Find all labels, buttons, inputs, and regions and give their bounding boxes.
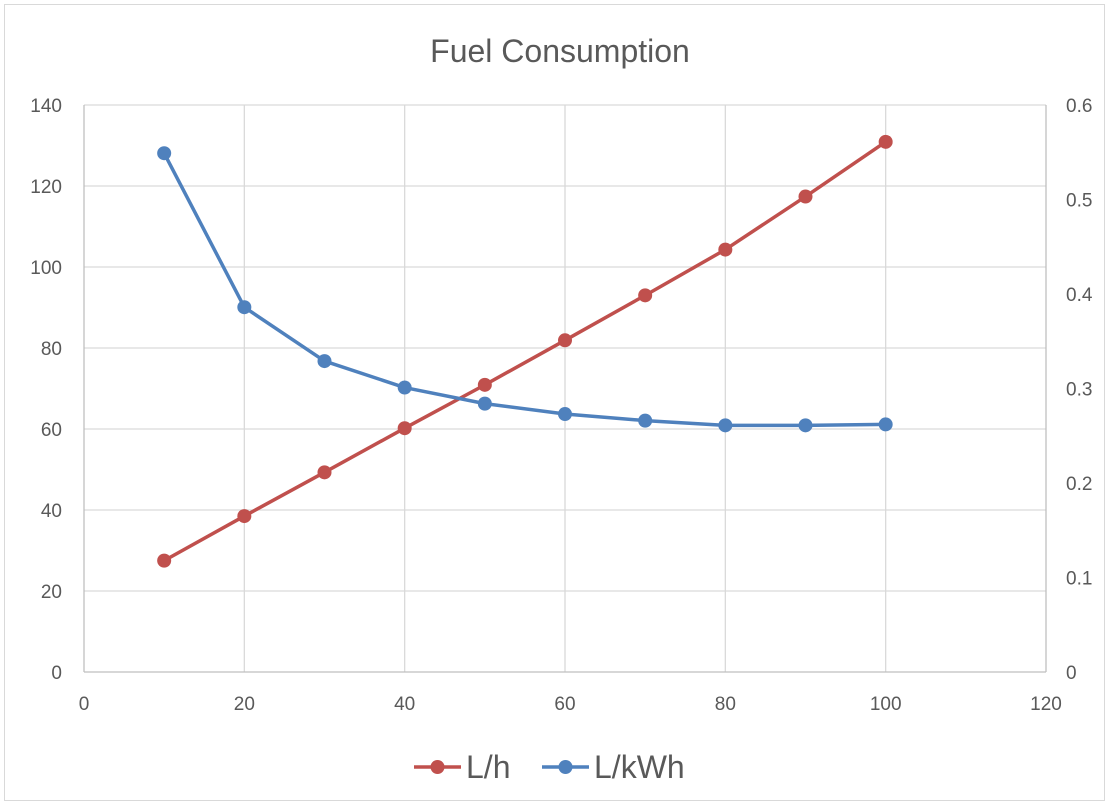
series-point-0 (317, 465, 332, 480)
series-point-0 (558, 333, 572, 348)
y-right-tick-label: 0.4 (1066, 285, 1093, 306)
y-left-tick-label: 20 (41, 582, 62, 603)
y-left-tick-label: 80 (41, 339, 62, 360)
y-left-tick-label: 100 (30, 258, 62, 279)
series-point-1 (798, 418, 813, 433)
y-right-tick-label: 0.1 (1066, 569, 1092, 590)
series-point-0 (397, 421, 412, 436)
series-point-1 (558, 407, 572, 422)
legend-marker-0 (430, 760, 445, 774)
x-tick-label: 120 (1030, 694, 1062, 715)
legend-label-1: L/kWh (594, 749, 685, 785)
series-point-0 (878, 134, 893, 149)
chart-frame (4, 4, 1105, 801)
series-point-0 (157, 553, 172, 568)
y-left-tick-label: 60 (41, 420, 62, 441)
gridlines (84, 104, 1046, 672)
series-layer (157, 134, 893, 568)
chart-title: Fuel Consumption (430, 33, 690, 69)
y-right-tick-label: 0.5 (1066, 191, 1092, 212)
y-left-tick-label: 0 (51, 663, 62, 684)
x-tick-label: 60 (554, 694, 575, 715)
y-left-tick-label: 140 (30, 96, 62, 117)
y-right-tick-label: 0 (1066, 663, 1077, 684)
legend-marker-1 (558, 760, 573, 774)
series-point-1 (397, 380, 412, 395)
x-tick-label: 80 (715, 694, 736, 715)
series-point-0 (237, 509, 252, 524)
x-tick-label: 20 (234, 694, 255, 715)
series-point-1 (237, 300, 252, 315)
series-point-1 (317, 354, 332, 369)
y-right-tick-label: 0.2 (1066, 474, 1092, 495)
x-tick-label: 0 (79, 694, 90, 715)
series-point-0 (477, 377, 492, 392)
y-right-tick-label: 0.3 (1066, 380, 1092, 401)
series-point-1 (638, 413, 653, 428)
y-left-tick-label: 40 (41, 501, 62, 522)
legend-label-0: L/h (466, 749, 510, 785)
series-point-1 (718, 418, 733, 433)
series-line-0 (162, 140, 888, 563)
series-point-1 (878, 417, 893, 432)
x-tick-label: 40 (394, 694, 415, 715)
series-point-0 (718, 242, 733, 257)
series-point-1 (157, 146, 172, 161)
series-point-1 (477, 396, 492, 411)
y-left-tick-label: 120 (30, 177, 62, 198)
series-line-1 (162, 151, 888, 428)
x-tick-label: 100 (870, 694, 902, 715)
series-point-0 (638, 288, 653, 303)
legend: L/h L/kWh (414, 749, 685, 785)
series-point-0 (798, 189, 813, 204)
y-right-tick-label: 0.6 (1066, 96, 1092, 117)
